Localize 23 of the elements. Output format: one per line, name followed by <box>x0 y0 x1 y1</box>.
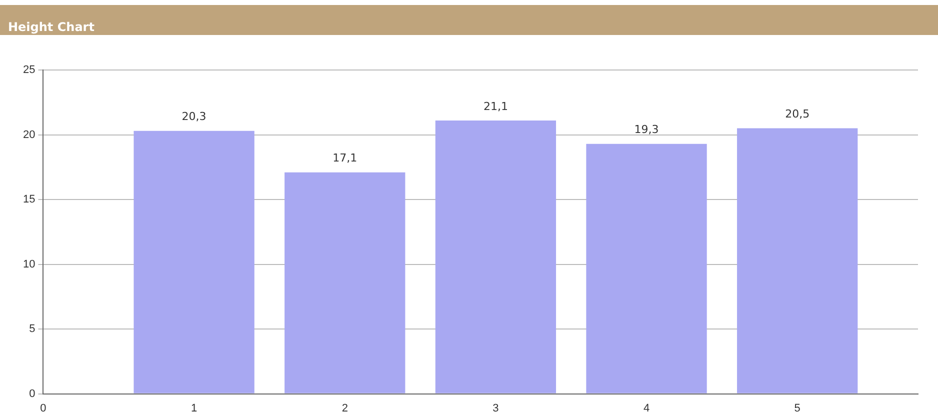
data-label: 20,3 <box>182 110 206 124</box>
bar <box>737 128 858 394</box>
chart-title: Height Chart <box>8 20 94 34</box>
x-tick-label: 5 <box>794 402 800 414</box>
data-label: 19,3 <box>634 123 659 136</box>
y-tick-label: 15 <box>22 194 36 206</box>
bar <box>435 120 556 394</box>
x-tick-label: 0 <box>40 402 46 414</box>
bar <box>284 172 406 394</box>
y-tick-label: 0 <box>29 388 36 400</box>
x-tick-label: 4 <box>643 402 650 414</box>
x-tick-label: 3 <box>492 402 499 414</box>
y-tick-label: 20 <box>22 128 36 141</box>
x-tick-label: 1 <box>190 402 198 414</box>
data-label: 20,5 <box>785 108 810 121</box>
data-label: 21,1 <box>483 100 508 113</box>
x-tick-label: 2 <box>342 402 348 414</box>
data-label: 17,1 <box>332 152 358 165</box>
y-tick-label: 25 <box>22 64 36 76</box>
bar <box>134 130 254 394</box>
bar <box>586 144 707 394</box>
y-tick-label: 5 <box>29 323 36 336</box>
y-tick-label: 10 <box>22 258 36 270</box>
